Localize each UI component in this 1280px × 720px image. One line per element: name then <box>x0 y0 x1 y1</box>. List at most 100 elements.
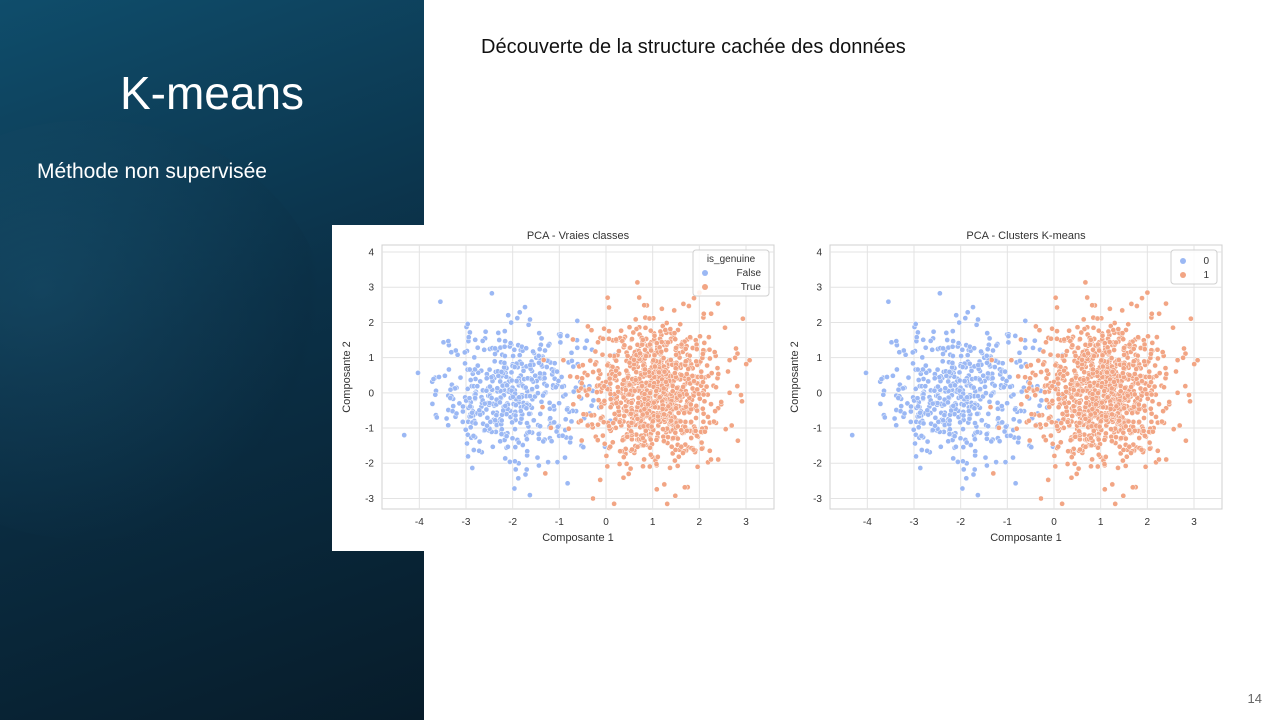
point-1 <box>1135 334 1141 341</box>
point-True <box>682 419 689 425</box>
point-False <box>494 385 501 392</box>
point-True <box>685 366 692 372</box>
point-True <box>595 339 601 346</box>
point-1 <box>1159 349 1166 355</box>
point-False <box>467 377 474 383</box>
point-False <box>514 315 521 321</box>
point-0 <box>915 424 922 431</box>
point-True <box>653 461 660 467</box>
x-tick-label: -4 <box>863 517 872 528</box>
point-0 <box>934 366 941 373</box>
point-0 <box>1016 349 1023 356</box>
point-1 <box>1048 335 1054 342</box>
point-1 <box>1174 389 1181 396</box>
point-0 <box>924 447 930 454</box>
point-0 <box>931 375 938 382</box>
point-0 <box>895 395 902 401</box>
point-1 <box>1125 321 1132 328</box>
point-False <box>495 330 502 336</box>
point-0 <box>896 349 903 356</box>
point-True <box>648 347 654 354</box>
point-False <box>430 376 437 382</box>
point-True <box>671 330 678 336</box>
point-0 <box>940 417 947 424</box>
point-False <box>556 400 562 407</box>
point-0 <box>913 453 919 460</box>
point-False <box>508 319 515 326</box>
point-False <box>437 298 444 305</box>
point-False <box>446 366 452 373</box>
point-1 <box>1149 398 1156 405</box>
point-0 <box>950 455 957 462</box>
legend-label: True <box>741 282 762 293</box>
point-1 <box>1122 463 1129 469</box>
point-False <box>483 375 490 382</box>
point-0 <box>960 426 966 432</box>
point-True <box>596 367 602 374</box>
point-0 <box>1031 337 1038 344</box>
point-True <box>678 372 685 378</box>
point-False <box>567 434 574 441</box>
point-1 <box>1112 501 1119 507</box>
point-1 <box>1128 384 1134 390</box>
point-True <box>635 400 642 406</box>
point-True <box>606 423 612 430</box>
point-1 <box>1132 427 1138 434</box>
point-False <box>524 436 530 443</box>
point-1 <box>1083 400 1090 406</box>
point-True <box>603 453 610 459</box>
point-False <box>535 353 542 359</box>
point-True <box>641 302 648 309</box>
point-0 <box>893 338 900 344</box>
point-True <box>656 394 663 401</box>
point-True <box>726 357 733 363</box>
point-True <box>715 456 722 463</box>
point-0 <box>942 385 949 392</box>
page-number: 14 <box>1247 691 1262 706</box>
point-1 <box>1081 326 1088 332</box>
point-1 <box>1074 359 1081 366</box>
point-False <box>522 471 529 478</box>
point-True <box>607 380 614 387</box>
point-True <box>560 357 567 363</box>
point-1 <box>1101 388 1108 394</box>
point-True <box>590 369 596 375</box>
point-0 <box>972 448 979 455</box>
point-1 <box>1148 351 1154 357</box>
x-tick-label: -1 <box>1003 517 1012 528</box>
point-True <box>698 445 705 452</box>
point-1 <box>1174 357 1181 363</box>
point-True <box>570 336 576 343</box>
point-False <box>588 402 595 409</box>
point-False <box>574 318 581 324</box>
point-False <box>516 309 523 316</box>
x-tick-label: 1 <box>650 517 656 528</box>
point-True <box>659 406 666 412</box>
point-1 <box>1079 387 1086 394</box>
point-False <box>470 433 477 439</box>
legend-label: False <box>737 268 762 279</box>
point-0 <box>915 377 922 383</box>
point-1 <box>1096 423 1103 430</box>
point-False <box>433 414 440 421</box>
point-False <box>537 411 544 417</box>
point-1 <box>1065 448 1071 455</box>
point-1 <box>1141 358 1148 365</box>
point-False <box>519 442 526 448</box>
point-False <box>447 386 454 393</box>
point-True <box>660 385 667 392</box>
point-False <box>513 378 520 384</box>
point-1 <box>1128 450 1134 456</box>
point-0 <box>924 438 931 445</box>
point-1 <box>1129 484 1136 491</box>
point-1 <box>1146 368 1153 375</box>
point-1 <box>1089 406 1096 413</box>
point-True <box>690 446 697 453</box>
point-0 <box>890 372 896 379</box>
point-1 <box>1126 427 1133 434</box>
point-True <box>714 365 721 371</box>
point-True <box>620 454 627 460</box>
point-1 <box>1090 366 1096 373</box>
point-False <box>474 383 481 390</box>
point-True <box>693 346 700 352</box>
